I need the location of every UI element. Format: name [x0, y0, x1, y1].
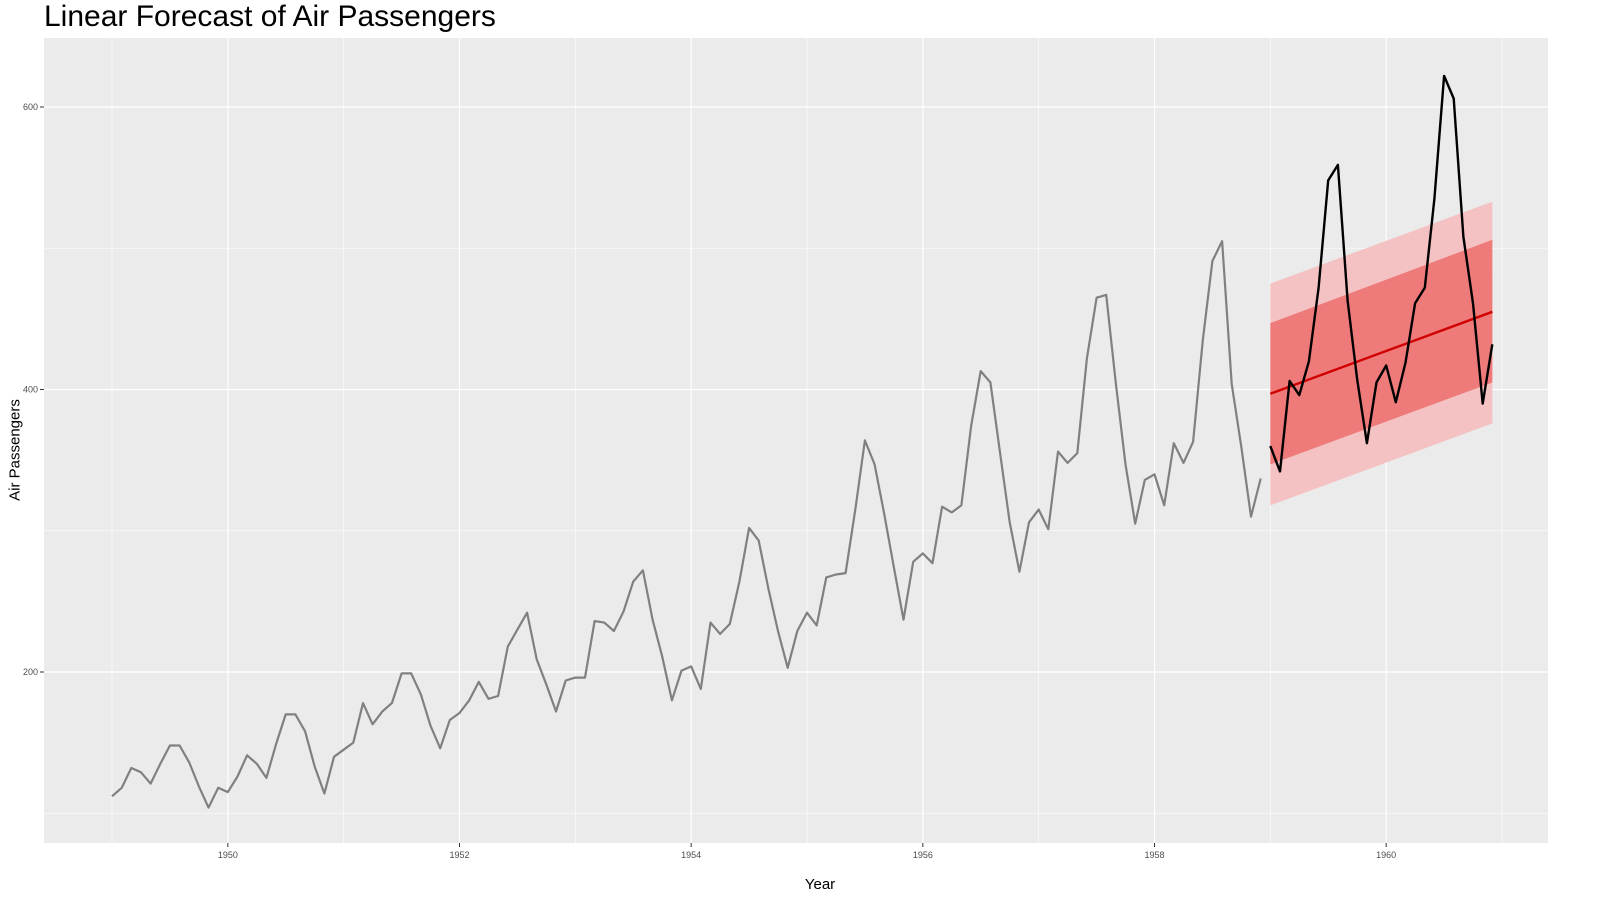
x-axis-label: Year: [804, 876, 836, 893]
x-tick-label: 1952: [449, 850, 469, 860]
actual-line: [1269, 74, 1494, 473]
series-lines: [111, 74, 1494, 809]
history-line: [111, 240, 1262, 809]
y-axis-label-wrap: Air Passengers: [0, 360, 30, 540]
x-tick-label: 1954: [681, 850, 701, 860]
forecast-mean-line: [1269, 310, 1493, 395]
y-tick-label: 200: [23, 667, 38, 677]
x-tick-label: 1956: [913, 850, 933, 860]
x-tick-label: 1960: [1376, 850, 1396, 860]
y-tick-label: 400: [23, 385, 38, 395]
minor-gridlines: [44, 38, 1548, 843]
chart-title: Linear Forecast of Air Passengers: [44, 0, 496, 33]
major-gridlines: [44, 38, 1548, 843]
x-tick-label: 1958: [1144, 850, 1164, 860]
axes: 1950 1952 1954 1956 1958 1960 200 400 600: [23, 102, 1396, 860]
y-axis-label: Air Passengers: [6, 399, 24, 501]
y-tick-label: 600: [23, 102, 38, 112]
x-tick-label: 1950: [218, 850, 238, 860]
